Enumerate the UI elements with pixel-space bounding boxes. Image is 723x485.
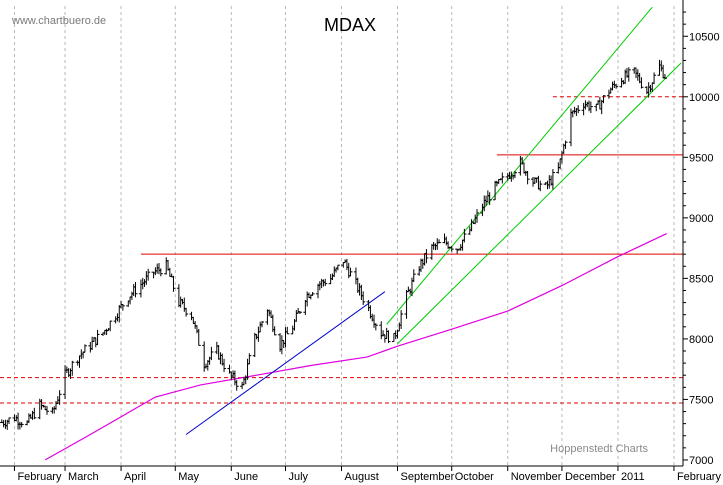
ohlc-bar [525, 171, 530, 185]
chart-title: MDAX [324, 15, 376, 35]
ohlc-bar [133, 282, 138, 298]
horizontal-lines [0, 96, 683, 404]
ohlc-bar [614, 83, 619, 89]
ohlc-bar [146, 268, 151, 281]
ohlc-bar [538, 180, 543, 192]
x-tick-label-4: June [234, 471, 258, 483]
axes [0, 0, 688, 471]
x-tick-label-8: October [455, 471, 494, 483]
ohlc-bar [652, 72, 657, 85]
trend-line-1 [386, 6, 653, 325]
x-tick-label-9: November [511, 471, 562, 483]
trend-lines [185, 6, 682, 435]
ohlc-bar [500, 172, 505, 184]
ohlc-bar [57, 390, 62, 405]
ohlc-bar [361, 291, 366, 305]
x-tick-label-10: December [565, 471, 616, 483]
trend-line-0 [185, 291, 386, 435]
y-tick-label-2: 8000 [689, 334, 713, 346]
x-tick-label-7: September [401, 471, 455, 483]
ohlc-bar [297, 311, 302, 315]
x-tick-labels: February March April May June July August Septe… [17, 471, 721, 483]
ohlc-bar [462, 228, 467, 243]
watermark-text: www.chartbuero.de [11, 15, 106, 27]
ohlc-bar [222, 358, 227, 372]
ohlc-bar [348, 267, 353, 277]
gridlines [13, 6, 675, 466]
moving-average [44, 233, 667, 461]
ohlc-bar [373, 323, 378, 331]
ohlc-bar [120, 304, 125, 311]
ohlc-bar [259, 321, 264, 328]
ohlc-bar [7, 417, 12, 425]
ohlc-bar [44, 405, 49, 415]
ohlc-bar [399, 310, 404, 329]
y-tick-labels: 7000 7500 8000 8500 9000 9500 10000 10500 [689, 31, 720, 467]
ohlc-bar [475, 209, 480, 223]
ohlc-bars [0, 59, 667, 430]
x-tick-label-1: March [68, 471, 99, 483]
ohlc-bar [196, 328, 201, 346]
x-tick-label-6: August [345, 471, 379, 483]
y-tick-label-4: 9000 [689, 213, 713, 225]
ohlc-bar [171, 275, 176, 292]
moving-average-line [44, 233, 667, 461]
ohlc-bar [512, 171, 517, 179]
ohlc-bar [386, 330, 391, 344]
x-tick-label-0: February [17, 471, 62, 483]
ohlc-bar [184, 307, 189, 317]
ohlc-bar [323, 278, 328, 286]
trend-line-2 [397, 62, 682, 345]
ohlc-bar [209, 346, 214, 361]
ohlc-bar [576, 105, 581, 114]
x-tick-label-11: 2011 [621, 471, 645, 483]
x-tick-label-5: July [288, 471, 308, 483]
credit-text: Hoppenstedt Charts [550, 443, 648, 455]
y-tick-label-0: 7000 [689, 455, 713, 467]
y-tick-label-6: 10000 [689, 92, 720, 104]
x-tick-label-3: May [178, 471, 199, 483]
ohlc-bar [234, 380, 239, 391]
ohlc-bar [70, 360, 75, 376]
ohlc-bar [588, 101, 593, 114]
ohlc-bar [563, 140, 568, 149]
ohlc-bar [550, 169, 555, 190]
y-tick-label-1: 7500 [689, 394, 713, 406]
ohlc-bar [19, 422, 24, 428]
ohlc-bar [285, 326, 290, 335]
ohlc-bar [662, 73, 667, 79]
ohlc-bar [32, 407, 37, 420]
ohlc-bar [626, 67, 631, 82]
ohlc-bar [108, 320, 113, 332]
x-tick-label-12: February [677, 471, 722, 483]
y-tick-label-5: 9500 [689, 152, 713, 164]
ohlc-bar [158, 268, 163, 277]
ohlc-bar [82, 344, 87, 353]
ohlc-bar [601, 95, 606, 104]
ohlc-bar [487, 192, 492, 206]
x-tick-label-2: April [124, 471, 146, 483]
ohlc-bar [639, 77, 644, 89]
ohlc-bar [247, 353, 252, 365]
ohlc-bar [310, 292, 315, 296]
ohlc-bar [411, 269, 416, 282]
ohlc-bar [335, 264, 340, 271]
ohlc-bar [437, 239, 442, 244]
ohlc-bar [272, 326, 277, 336]
ohlc-bar [95, 329, 100, 346]
ohlc-bar [449, 245, 454, 252]
y-tick-label-7: 10500 [689, 31, 720, 43]
y-tick-label-3: 8500 [689, 273, 713, 285]
ohlc-bar [424, 249, 429, 264]
